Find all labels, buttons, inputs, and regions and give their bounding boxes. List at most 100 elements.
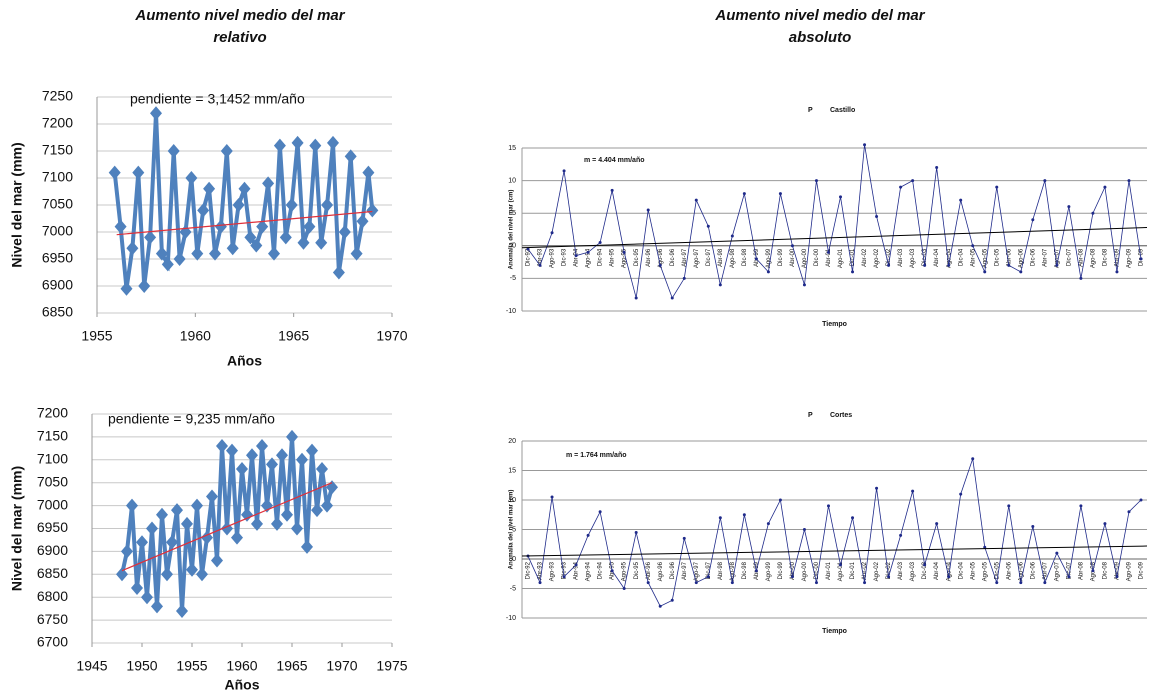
data-point: [1139, 257, 1143, 261]
x-tick-label: Abr-94: [574, 248, 580, 267]
data-point: [550, 231, 554, 235]
data-point: [291, 135, 304, 150]
x-tick-label: Ago-05: [982, 561, 988, 581]
data-line: [527, 144, 1142, 299]
x-tick-label: Abr-09: [1115, 561, 1121, 580]
x-tick-label: Dic-02: [886, 248, 892, 266]
x-tick-label: Dic-96: [670, 561, 676, 579]
x-tick-label: 1965: [276, 658, 307, 674]
data-point: [814, 179, 818, 183]
y-tick-label: 5: [512, 210, 516, 217]
data-point: [291, 521, 303, 536]
data-point: [321, 198, 334, 212]
data-point: [315, 235, 328, 250]
data-point: [356, 214, 369, 229]
data-point: [718, 516, 722, 520]
x-tick-label: Ago-06: [1018, 248, 1024, 268]
data-point: [344, 149, 357, 164]
data-point: [694, 198, 698, 202]
data-point: [1055, 263, 1059, 267]
chart-title: P: [808, 107, 813, 114]
data-point: [1079, 276, 1083, 280]
x-tick-label: Dic-04: [958, 561, 964, 579]
x-tick-label: Ago-97: [694, 248, 700, 268]
data-point: [276, 448, 288, 463]
data-point: [851, 516, 855, 520]
data-point: [742, 192, 746, 196]
data-point: [730, 581, 734, 585]
data-point: [155, 246, 168, 261]
y-tick-label: -10: [506, 308, 516, 315]
data-point: [171, 503, 183, 518]
data-point: [959, 492, 963, 496]
x-tick-label: Ago-08: [1090, 248, 1096, 268]
y-tick-label: 7150: [37, 428, 68, 444]
data-point: [899, 533, 903, 537]
data-point: [538, 581, 542, 585]
x-tick-label: Ago-02: [874, 248, 880, 268]
data-point: [232, 198, 245, 212]
x-tick-label: Dic-08: [1103, 561, 1109, 579]
y-tick-label: 7200: [37, 405, 68, 421]
data-point: [161, 257, 174, 272]
data-point: [887, 263, 891, 267]
data-point: [790, 244, 794, 248]
x-tick-label: Dic-94: [598, 561, 604, 579]
data-point: [574, 254, 578, 258]
x-tick-label: Dic-95: [634, 561, 640, 579]
y-axis-label: Nivel del mar (mm): [9, 466, 25, 591]
data-point: [995, 581, 999, 585]
x-tick-label: Abr-97: [682, 561, 688, 580]
data-point: [116, 567, 128, 582]
x-tick-label: Abr-09: [1115, 248, 1121, 267]
data-point: [271, 516, 283, 531]
data-point: [241, 507, 253, 522]
data-point: [947, 263, 951, 267]
x-tick-label: Ago-05: [982, 248, 988, 268]
x-axis-label: Años: [225, 677, 260, 693]
data-point: [211, 553, 223, 568]
data-point: [309, 138, 322, 153]
x-tick-label: Dic-93: [562, 561, 568, 579]
x-tick-label: Ago-93: [550, 248, 556, 268]
x-tick-label: Ago-04: [946, 248, 952, 268]
x-tick-label: Dic-00: [814, 561, 820, 579]
data-point: [296, 452, 308, 467]
data-point: [173, 252, 186, 266]
data-point: [839, 563, 843, 567]
data-point: [191, 246, 204, 261]
data-point: [196, 567, 208, 582]
data-point: [176, 603, 188, 618]
data-point: [911, 179, 915, 183]
x-tick-label: Dic-00: [814, 248, 820, 266]
data-point: [216, 439, 228, 454]
data-point: [126, 241, 139, 256]
data-point: [266, 457, 278, 472]
data-point: [718, 283, 722, 287]
y-axis-label: Anomalía del nivel mar (cm): [509, 190, 515, 270]
y-tick-label: 7100: [37, 451, 68, 467]
x-tick-label: Abr-93: [538, 561, 544, 580]
x-tick-label: Dic-99: [778, 561, 784, 579]
data-point: [646, 581, 650, 585]
data-point: [634, 296, 638, 300]
data-point: [586, 533, 590, 537]
data-point: [1139, 498, 1143, 502]
data-point: [742, 513, 746, 517]
data-point: [150, 106, 162, 121]
y-tick-label: 10: [508, 177, 516, 184]
annotation: m = 1.764 mm/año: [566, 452, 627, 459]
y-tick-label: 6950: [42, 250, 73, 266]
y-tick-label: 5: [512, 526, 516, 533]
data-point: [311, 503, 323, 518]
x-tick-label: Abr-06: [1006, 561, 1012, 580]
data-point: [285, 198, 298, 212]
x-tick-label: Abr-06: [1006, 248, 1012, 267]
x-tick-label: Dic-02: [886, 561, 892, 579]
x-tick-label: Ago-03: [910, 248, 916, 268]
data-point: [151, 599, 163, 614]
trend-line: [116, 210, 373, 236]
x-tick-label: Dic-94: [598, 248, 604, 266]
x-tick-label: Ago-09: [1127, 248, 1133, 268]
x-tick-label: Abr-03: [898, 561, 904, 580]
